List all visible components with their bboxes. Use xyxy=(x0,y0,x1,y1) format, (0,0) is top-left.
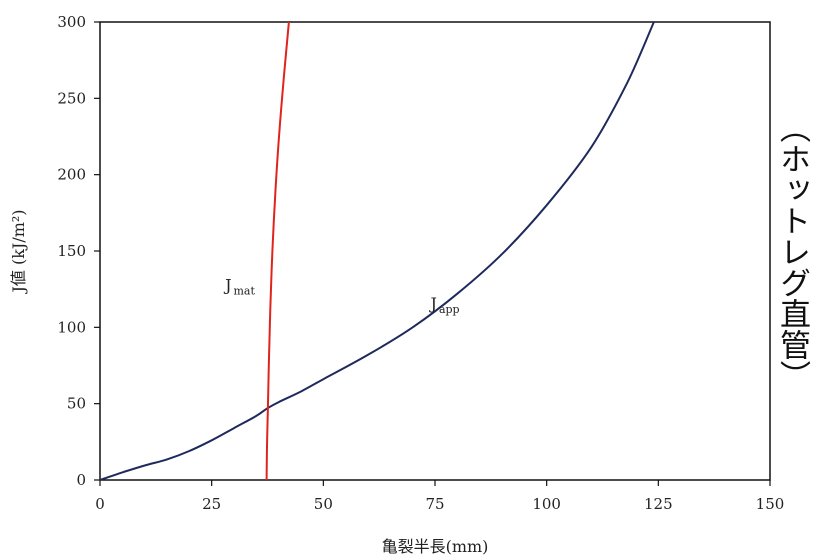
series-line-j-mat xyxy=(265,21,290,481)
x-tick-label: 75 xyxy=(425,495,444,513)
y-tick-label: 150 xyxy=(57,242,86,260)
plot-frame xyxy=(99,21,771,481)
x-tick-label: 50 xyxy=(314,495,333,513)
x-axis-title: 亀裂半長(mm) xyxy=(382,537,489,556)
x-tick-label: 25 xyxy=(202,495,221,513)
y-axis-ticks: 0 50 100 150 200 250 300 xyxy=(57,13,100,489)
y-tick-label: 200 xyxy=(57,166,86,184)
series-line-j-app xyxy=(99,21,655,481)
series-layer xyxy=(99,21,655,481)
side-label: （ホットレグ直管） xyxy=(774,112,810,391)
x-tick-label: 100 xyxy=(532,495,561,513)
x-axis-ticks: 0 25 50 75 100 125 150 xyxy=(95,480,784,513)
y-tick-label: 0 xyxy=(76,471,86,489)
y-tick-label: 300 xyxy=(57,13,86,31)
x-tick-label: 125 xyxy=(644,495,673,513)
y-tick-label: 50 xyxy=(67,395,86,413)
plot-area xyxy=(99,21,771,481)
y-tick-label: 100 xyxy=(57,318,86,336)
y-tick-label: 250 xyxy=(57,89,86,107)
x-tick-label: 0 xyxy=(95,495,105,513)
y-axis-title: J値 (kJ/m²) xyxy=(9,209,28,294)
x-tick-label: 150 xyxy=(756,495,785,513)
